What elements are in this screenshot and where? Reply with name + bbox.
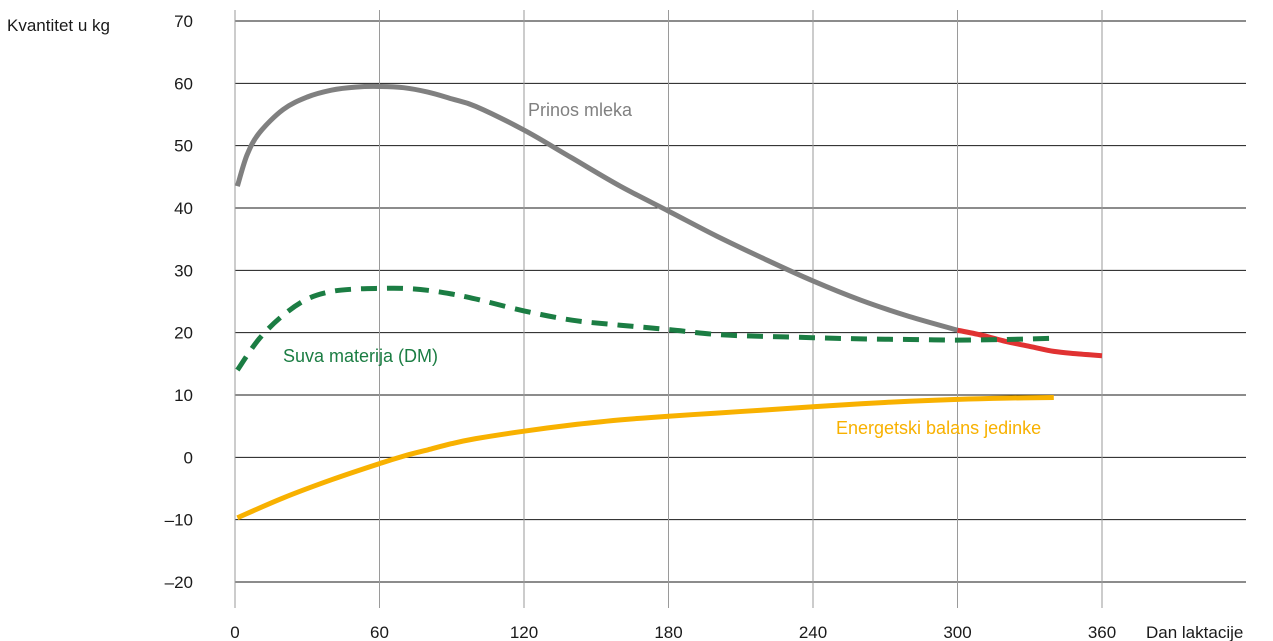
x-tick-label: 240 [799, 623, 827, 641]
series-label-milk-yield: Prinos mleka [528, 100, 633, 120]
y-tick-label: 10 [174, 386, 193, 405]
y-tick-label: 20 [174, 324, 193, 343]
y-tick-label: 40 [174, 199, 193, 218]
y-tick-label: 30 [174, 261, 193, 280]
milk-yield-late-line [957, 327, 1103, 359]
x-tick-label: 180 [654, 623, 682, 641]
x-axis-title: Dan laktacije [1146, 623, 1243, 641]
y-tick-label: 0 [184, 448, 193, 467]
y-tick-label: 50 [174, 137, 193, 156]
y-tick-label: 60 [174, 74, 193, 93]
x-tick-label: 300 [943, 623, 971, 641]
x-tick-label: 360 [1088, 623, 1116, 641]
series-label-energy-balance: Energetski balans jedinke [836, 418, 1041, 438]
milk-yield-line [235, 83, 959, 333]
x-tick-label: 120 [510, 623, 538, 641]
y-tick-label: –10 [165, 511, 193, 530]
y-tick-label: –20 [165, 573, 193, 592]
y-axis-title: Kvantitet u kg [7, 16, 110, 35]
series-label-dry-matter: Suva materija (DM) [283, 346, 438, 366]
x-tick-label: 0 [230, 623, 239, 641]
x-tick-label: 60 [370, 623, 389, 641]
y-tick-label: 70 [174, 12, 193, 31]
series-lines [235, 83, 1103, 521]
energy-balance-line [236, 395, 1054, 521]
tick-labels: –20 –10 0 10 20 30 40 50 60 70 0 60 120 180 240 300 360 [165, 12, 1117, 641]
grid [234, 10, 1246, 608]
dry-matter-line [235, 285, 1054, 372]
